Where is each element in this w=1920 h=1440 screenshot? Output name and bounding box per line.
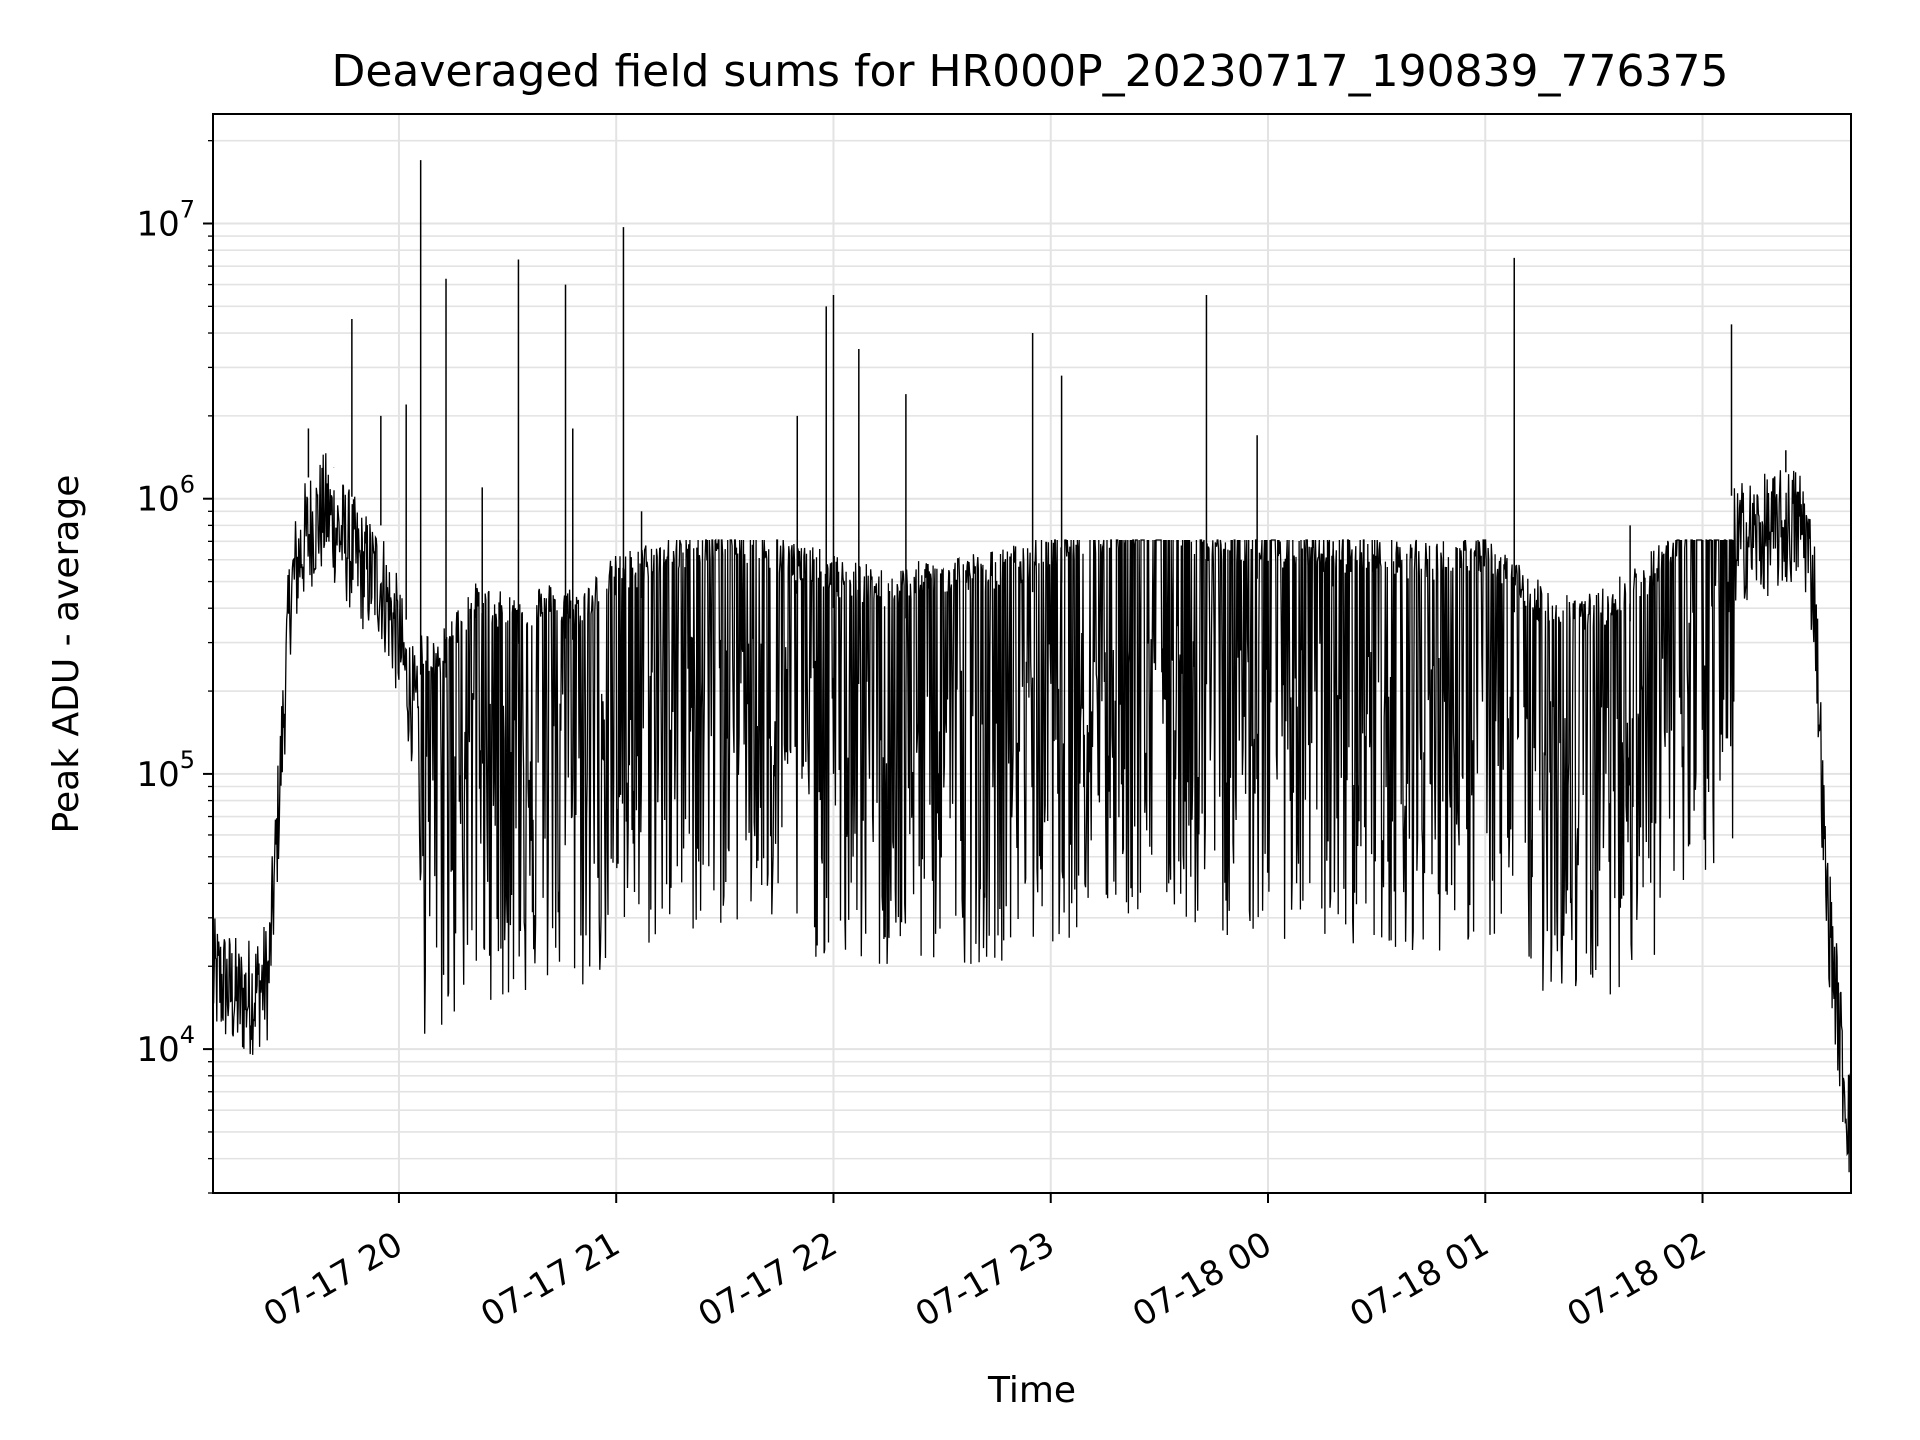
series-line xyxy=(212,453,1852,1173)
y-tick-label: 105 xyxy=(136,746,195,795)
y-axis-label: Peak ADU - average xyxy=(46,475,87,834)
plot-area xyxy=(212,160,1852,1173)
x-axis-label: Time xyxy=(987,1370,1076,1411)
y-tick-label: 104 xyxy=(136,1021,195,1070)
plot-frame xyxy=(212,113,1852,1194)
chart-title: Deaveraged field sums for HR000P_2023071… xyxy=(331,46,1728,97)
y-tick-label: 107 xyxy=(136,196,195,245)
y-axis: 104 105 106 107 xyxy=(136,140,213,1194)
y-tick-label: 106 xyxy=(136,471,195,520)
